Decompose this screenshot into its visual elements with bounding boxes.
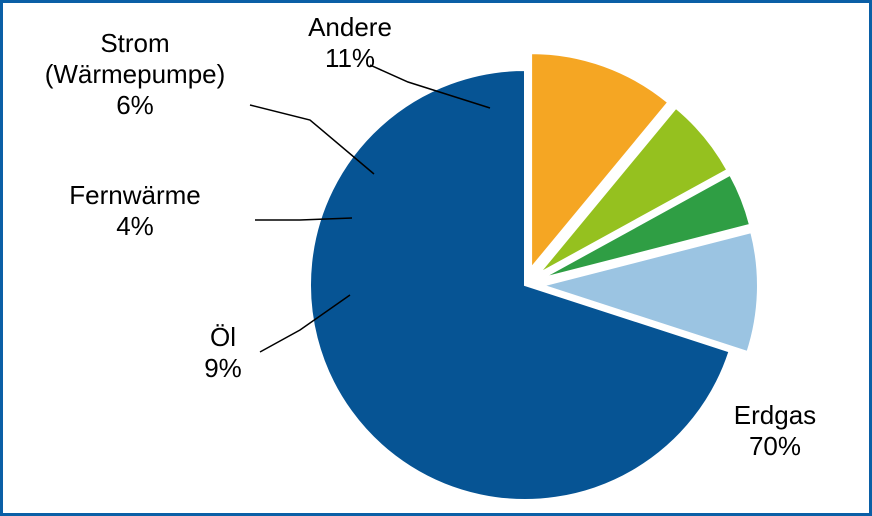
slice-label: Fernwärme4% [69, 180, 200, 242]
chart-frame: Andere11% Strom(Wärmepumpe)6% Fernwärme4% Ö… [0, 0, 872, 516]
slice-label: Strom(Wärmepumpe)6% [45, 28, 226, 122]
slice-label: Andere11% [308, 12, 392, 74]
slice-label: Erdgas70% [734, 400, 816, 462]
slice-label: Öl9% [204, 322, 242, 384]
